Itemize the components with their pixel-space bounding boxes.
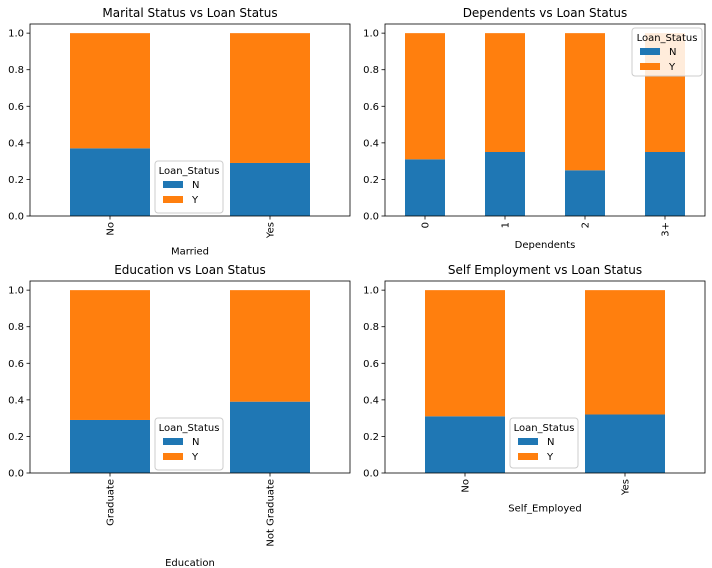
legend-label-y: Y (191, 195, 199, 206)
bar-y-not-graduate (230, 290, 310, 402)
x-axis-label: Dependents (515, 240, 576, 251)
chart-title: Dependents vs Loan Status (463, 6, 628, 20)
legend: Loan_Status NY (509, 417, 579, 469)
x-axis-label: Married (171, 246, 209, 257)
legend-label-y: Y (191, 452, 199, 463)
x-axis-label: Self_Employed (508, 503, 582, 514)
x-tick-label: 2 (581, 222, 592, 228)
legend: Loan_Status NY (154, 417, 224, 471)
legend: Loan_Status NY (154, 160, 224, 214)
legend-title: Loan_Status (514, 423, 575, 434)
bar-y-yes (230, 33, 310, 163)
x-tick-label: Yes (266, 222, 277, 239)
axes-frame (29, 23, 351, 217)
bar-n-no (425, 416, 505, 473)
y-tick-label: 0.2 (363, 175, 379, 186)
y-tick-label: 0.0 (363, 469, 379, 480)
bar-n-not-graduate (230, 401, 310, 473)
legend-swatch-y (518, 453, 538, 460)
x-tick-label: Yes (621, 479, 632, 496)
y-tick-label: 0.2 (8, 175, 24, 186)
legend-swatch-y (163, 453, 183, 460)
y-tick-label: 0.4 (8, 395, 24, 406)
y-tick-label: 0.2 (363, 432, 379, 443)
y-tick-label: 0.6 (8, 359, 24, 370)
y-tick-label: 0.6 (363, 359, 379, 370)
y-tick-label: 0.8 (8, 322, 24, 333)
bar-n-2 (565, 170, 605, 216)
legend-title: Loan_Status (159, 166, 220, 177)
y-tick-label: 0.8 (8, 65, 24, 76)
legend-swatch-n (163, 438, 183, 445)
bar-y-0 (405, 33, 445, 160)
bar-y-2 (565, 33, 605, 171)
y-tick-label: 1.0 (363, 286, 379, 297)
bar-y-1 (485, 33, 525, 152)
bar-n-graduate (70, 419, 150, 473)
y-tick-label: 0.2 (8, 432, 24, 443)
chart-title: Self Employment vs Loan Status (448, 263, 642, 277)
legend-label-n: N (669, 47, 676, 58)
x-tick-label: 0 (421, 222, 432, 228)
legend-swatch-y (640, 63, 660, 70)
x-tick-label: No (461, 479, 472, 493)
axes-frame (29, 280, 351, 474)
y-tick-label: 0.0 (8, 469, 24, 480)
chart-panel-1: No Yes 0.0 0.2 0.4 0.6 0.8 1.0 Marital Status vs… (8, 6, 351, 257)
legend: Loan_Status NY (631, 27, 703, 77)
y-tick-label: 0.8 (363, 322, 379, 333)
bar-n-0 (405, 159, 445, 216)
legend-label-n: N (192, 180, 199, 191)
y-tick-label: 0.0 (363, 212, 379, 223)
legend-label-n: N (192, 437, 199, 448)
legend-swatch-n (640, 48, 660, 55)
y-tick-label: 0.6 (8, 102, 24, 113)
y-tick-label: 0.0 (8, 212, 24, 223)
bar-y-yes (585, 290, 665, 415)
x-tick-label: No (106, 222, 117, 236)
bar-y-no (425, 290, 505, 417)
chart-title: Marital Status vs Loan Status (102, 6, 277, 20)
chart-panel-3: Graduate Not Graduate 0.0 0.2 0.4 0.6 0.8 1.0 Ed… (8, 263, 351, 568)
x-tick-label: 3+ (661, 222, 672, 237)
x-tick-label: 1 (501, 222, 512, 228)
y-tick-label: 1.0 (8, 29, 24, 40)
y-tick-label: 0.4 (8, 138, 24, 149)
x-tick-label: Graduate (106, 479, 117, 526)
chart-panel-2: 0 1 2 3+ 0.0 0.2 0.4 0.6 0.8 1.0 Dependents vs Loa… (363, 6, 706, 251)
legend-label-y: Y (668, 62, 676, 73)
legend-swatch-n (163, 181, 183, 188)
bar-n-no (70, 148, 150, 216)
bar-n-3- (645, 152, 685, 216)
legend-title: Loan_Status (637, 33, 698, 44)
legend-label-y: Y (546, 452, 554, 463)
bar-n-yes (230, 162, 310, 216)
axes-frame (384, 280, 706, 474)
legend-swatch-n (518, 438, 538, 445)
bar-n-1 (485, 152, 525, 216)
bar-n-yes (585, 414, 665, 473)
y-tick-label: 0.8 (363, 65, 379, 76)
y-tick-label: 0.4 (363, 395, 379, 406)
bar-y-no (70, 33, 150, 149)
axes-frame (384, 23, 706, 217)
legend-swatch-y (163, 196, 183, 203)
x-tick-label: Not Graduate (266, 479, 277, 547)
x-axis-label: Education (165, 558, 215, 568)
chart-panel-4: No Yes 0.0 0.2 0.4 0.6 0.8 1.0 Self Employment v… (363, 263, 706, 514)
chart-title: Education vs Loan Status (114, 263, 266, 277)
y-tick-label: 1.0 (363, 29, 379, 40)
y-tick-label: 1.0 (8, 286, 24, 297)
y-tick-label: 0.4 (363, 138, 379, 149)
legend-label-n: N (547, 437, 554, 448)
bar-y-graduate (70, 290, 150, 420)
legend-title: Loan_Status (159, 423, 220, 434)
y-tick-label: 0.6 (363, 102, 379, 113)
